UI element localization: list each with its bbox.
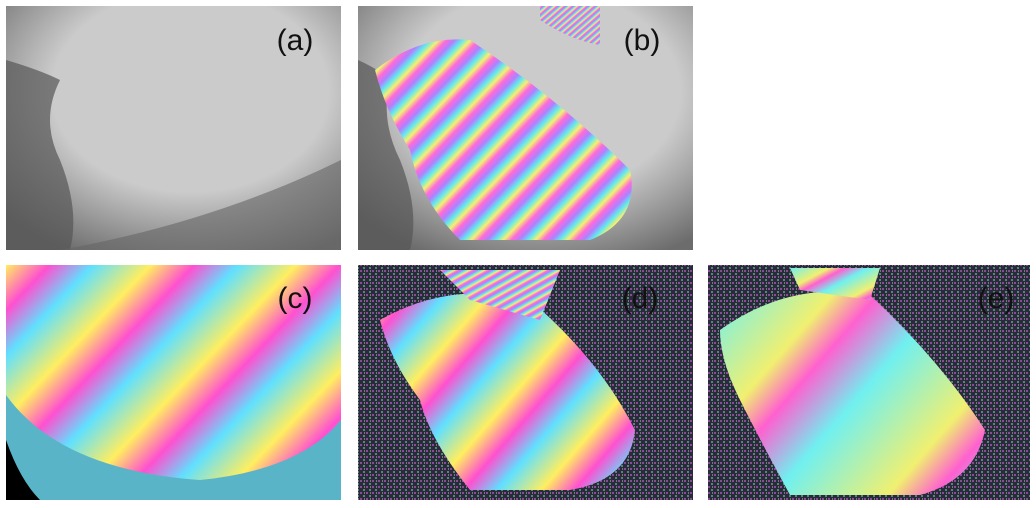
page: {"panels": [{"label": "(a)"}, {"label": … xyxy=(0,0,1036,508)
panel-label: (d) xyxy=(622,282,659,315)
panel-label: (b) xyxy=(624,24,661,57)
panel-label: (e) xyxy=(978,282,1015,315)
body: (a) (b) (c) (d) (e) (() => { const data … xyxy=(0,0,1036,508)
panel-label: (a) xyxy=(277,24,314,57)
figure: (a) (b) (c) (d) (e) xyxy=(0,0,1036,508)
panel-label: (c) xyxy=(278,282,313,315)
